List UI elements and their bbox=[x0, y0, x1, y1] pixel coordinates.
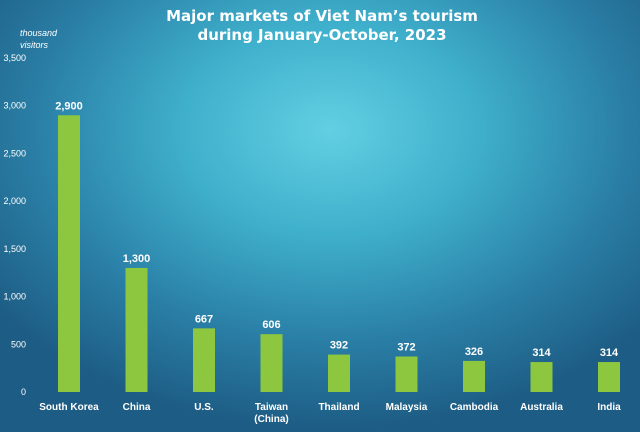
data-label: 2,900 bbox=[55, 100, 83, 112]
data-label: 1,300 bbox=[123, 253, 151, 265]
y-tick-label: 0 bbox=[21, 387, 26, 397]
x-tick-label: Cambodia bbox=[450, 402, 499, 413]
bars bbox=[58, 115, 620, 392]
y-tick-label: 1,500 bbox=[3, 244, 26, 254]
x-tick-label: Thailand bbox=[318, 402, 359, 413]
data-label: 314 bbox=[532, 347, 551, 359]
bar bbox=[260, 334, 283, 392]
y-tick-label: 3,500 bbox=[3, 53, 26, 63]
data-label: 667 bbox=[195, 313, 213, 325]
data-label: 326 bbox=[465, 346, 483, 358]
x-tick-label: Australia bbox=[520, 402, 563, 413]
y-tick-label: 1,000 bbox=[3, 292, 26, 302]
x-tick-label: India bbox=[597, 402, 621, 413]
bar bbox=[530, 362, 553, 392]
y-axis-ticks: 0 500 1,000 1,500 2,000 2,500 3,000 3,500 bbox=[3, 53, 26, 397]
bar bbox=[125, 267, 148, 392]
x-tick-label: Malaysia bbox=[386, 402, 428, 413]
bar bbox=[328, 354, 350, 392]
bar bbox=[463, 360, 485, 392]
bar bbox=[58, 115, 80, 392]
y-tick-label: 500 bbox=[11, 339, 26, 349]
bar bbox=[395, 356, 418, 392]
x-tick-label: Taiwan (China) bbox=[254, 402, 288, 425]
x-axis-ticks: South Korea China U.S. Taiwan (China) Thailan… bbox=[39, 402, 621, 425]
x-tick-label: U.S. bbox=[194, 402, 214, 413]
bar bbox=[598, 362, 620, 392]
data-label: 606 bbox=[262, 319, 280, 331]
chart-title-line2: during January-October, 2023 bbox=[197, 26, 446, 44]
y-axis-label-line2: visitors bbox=[20, 40, 49, 50]
y-tick-label: 3,000 bbox=[3, 101, 26, 111]
data-label: 314 bbox=[600, 347, 619, 359]
bar bbox=[193, 328, 215, 392]
y-tick-label: 2,000 bbox=[3, 196, 26, 206]
x-tick-label: South Korea bbox=[39, 402, 99, 413]
chart-title: Major markets of Viet Nam’s tourism bbox=[166, 7, 478, 25]
data-label: 372 bbox=[397, 342, 415, 354]
y-axis-label: thousand bbox=[20, 28, 58, 38]
data-label: 392 bbox=[330, 340, 348, 352]
y-tick-label: 2,500 bbox=[3, 148, 26, 158]
x-tick-label: China bbox=[123, 402, 151, 413]
data-labels: 2,900 1,300 667 606 392 372 326 314 314 bbox=[55, 100, 619, 359]
